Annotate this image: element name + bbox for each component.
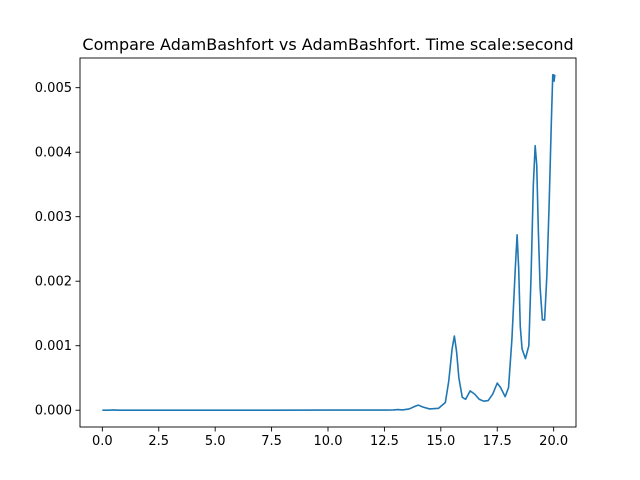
x-tick-label: 20.0 [539, 434, 568, 449]
x-tick-label: 7.5 [261, 434, 282, 449]
x-tick-label: 2.5 [148, 434, 169, 449]
x-tick-label: 5.0 [205, 434, 226, 449]
y-tick-label: 0.005 [35, 81, 72, 96]
x-tick-label: 17.5 [483, 434, 512, 449]
y-tick-label: 0.004 [35, 146, 72, 161]
x-tick-label: 12.5 [370, 434, 399, 449]
x-tick-label: 10.0 [314, 434, 343, 449]
y-tick-label: 0.001 [35, 339, 72, 354]
y-tick-label: 0.003 [35, 210, 72, 225]
series-line-0 [102, 73, 556, 412]
plot-area [102, 73, 556, 412]
x-tick-label: 0.0 [92, 434, 113, 449]
y-tick-label: 0.002 [35, 275, 72, 290]
axes: 0.0 2.5 5.0 7.5 10.0 12.5 15.0 17.5 20.0 0.000 0.0… [35, 57, 577, 449]
y-tick-label: 0.000 [35, 404, 72, 419]
chart-title: Compare AdamBashfort vs AdamBashfort. Ti… [82, 35, 573, 54]
x-tick-label: 15.0 [426, 434, 455, 449]
